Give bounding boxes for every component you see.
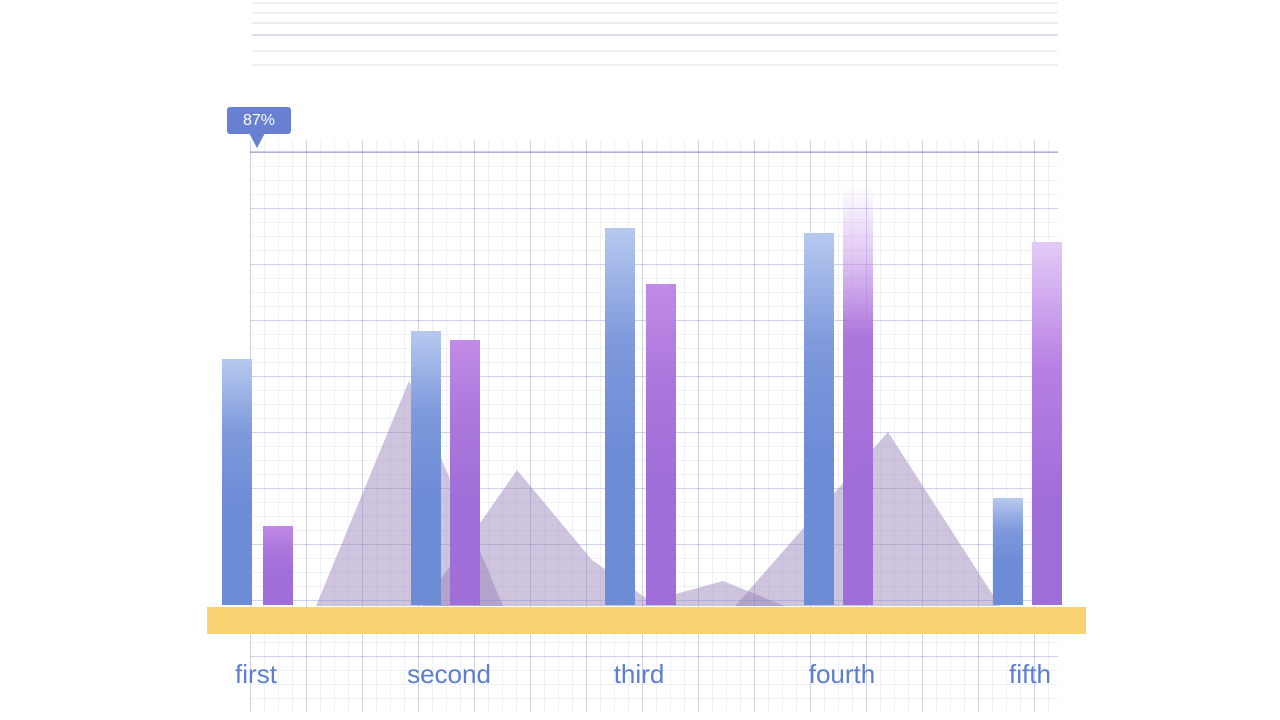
tooltip-pointer-icon (249, 133, 265, 148)
notebook-line (252, 64, 1058, 66)
notebook-line (252, 12, 1058, 14)
bar-purple-fourth (843, 186, 873, 605)
bar-blue-first (222, 359, 252, 605)
tooltip-value-label: 87% (242, 111, 276, 129)
bar-blue-third (605, 228, 635, 605)
notebook-line (252, 2, 1058, 4)
bar-purple-third (646, 284, 676, 605)
bar-purple-first (263, 526, 293, 605)
category-label-first: first (235, 659, 277, 689)
grid-top-border (250, 151, 1058, 153)
category-label-fifth: fifth (1009, 659, 1051, 689)
notebook-line (252, 34, 1058, 36)
area-layer-front (422, 470, 785, 606)
bar-purple-fifth (1032, 242, 1062, 605)
bar-blue-fourth (804, 233, 834, 605)
category-label-second: second (407, 659, 491, 689)
value-tooltip: 87% (227, 107, 291, 148)
notebook-line (252, 22, 1058, 24)
baseline-bar (207, 607, 1086, 634)
notebook-line (252, 50, 1058, 52)
bar-blue-second (411, 331, 441, 605)
bar-purple-second (450, 340, 480, 605)
category-label-third: third (613, 659, 665, 689)
category-label-fourth: fourth (808, 659, 876, 689)
notebook-lines (252, 0, 1058, 70)
bar-blue-fifth (993, 498, 1023, 605)
